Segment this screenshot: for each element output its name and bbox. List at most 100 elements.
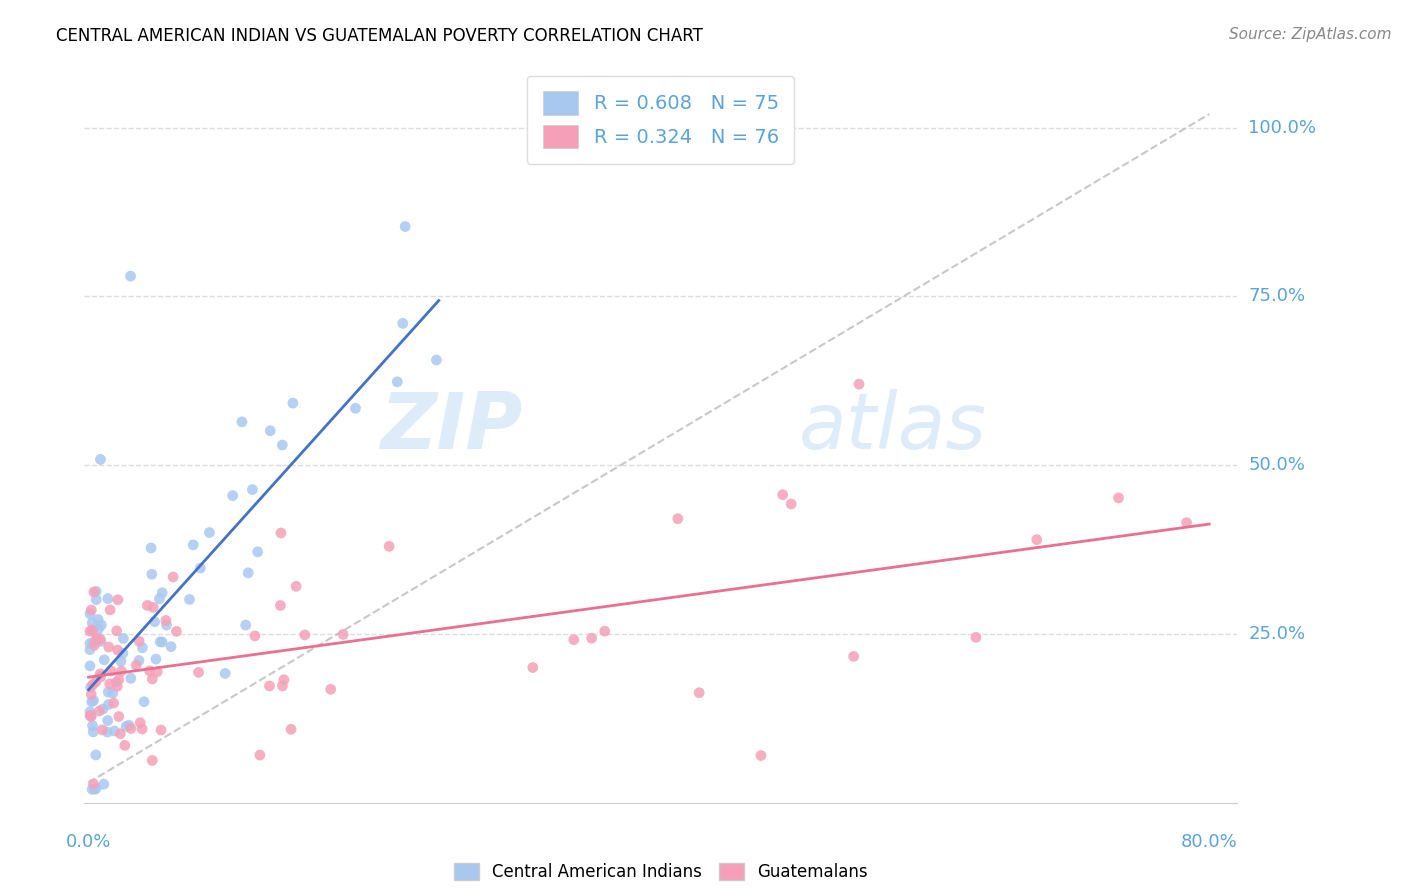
Point — [131, 640, 153, 655]
Point — [107, 709, 129, 723]
Point — [82, 718, 104, 732]
Point — [243, 629, 266, 643]
Point — [259, 424, 281, 438]
Point — [80, 623, 103, 637]
Point — [246, 545, 269, 559]
Point — [145, 652, 167, 666]
Point — [593, 624, 616, 639]
Point — [105, 675, 128, 690]
Point — [89, 704, 111, 718]
Text: atlas: atlas — [799, 389, 987, 465]
Point — [114, 739, 136, 753]
Point — [285, 579, 308, 593]
Point — [110, 727, 132, 741]
Point — [84, 781, 107, 796]
Point — [100, 664, 122, 678]
Text: 25.0%: 25.0% — [1249, 625, 1306, 643]
Text: ZIP: ZIP — [380, 389, 523, 465]
Point — [188, 561, 211, 575]
Point — [187, 665, 209, 680]
Point — [136, 599, 159, 613]
Point — [231, 415, 253, 429]
Point — [235, 618, 257, 632]
Point — [80, 709, 103, 723]
Point — [965, 631, 987, 645]
Point — [82, 678, 104, 692]
Point — [91, 723, 114, 737]
Point — [83, 777, 105, 791]
Point — [160, 640, 183, 654]
Point — [141, 754, 163, 768]
Point — [118, 718, 141, 732]
Point — [146, 665, 169, 679]
Point — [143, 615, 166, 629]
Point — [93, 653, 115, 667]
Point — [142, 600, 165, 615]
Point — [105, 679, 128, 693]
Point — [89, 452, 111, 467]
Point — [86, 632, 108, 647]
Point — [270, 526, 292, 541]
Point — [772, 488, 794, 502]
Point — [842, 649, 865, 664]
Point — [139, 541, 162, 555]
Text: 0.0%: 0.0% — [66, 833, 111, 851]
Point — [115, 719, 138, 733]
Point — [149, 635, 172, 649]
Point — [97, 714, 120, 728]
Point — [294, 628, 316, 642]
Point — [128, 634, 150, 648]
Point — [105, 624, 128, 638]
Point — [749, 748, 772, 763]
Point — [87, 613, 110, 627]
Point — [80, 680, 103, 694]
Point — [89, 632, 111, 647]
Point — [131, 722, 153, 736]
Point — [132, 695, 155, 709]
Point — [319, 682, 342, 697]
Point — [181, 538, 204, 552]
Point — [82, 624, 104, 638]
Legend: Central American Indians, Guatemalans: Central American Indians, Guatemalans — [446, 855, 876, 889]
Point — [90, 670, 112, 684]
Point — [1108, 491, 1130, 505]
Point — [214, 666, 236, 681]
Point — [378, 539, 401, 553]
Point — [281, 396, 304, 410]
Point — [83, 638, 105, 652]
Point — [238, 566, 260, 580]
Point — [97, 698, 120, 712]
Point — [111, 646, 134, 660]
Point — [271, 438, 294, 452]
Point — [141, 672, 163, 686]
Point — [80, 708, 103, 723]
Point — [1175, 516, 1198, 530]
Point — [89, 666, 111, 681]
Point — [141, 567, 163, 582]
Point — [581, 631, 603, 645]
Text: CENTRAL AMERICAN INDIAN VS GUATEMALAN POVERTY CORRELATION CHART: CENTRAL AMERICAN INDIAN VS GUATEMALAN PO… — [56, 27, 703, 45]
Point — [522, 660, 544, 674]
Point — [79, 659, 101, 673]
Point — [688, 686, 710, 700]
Point — [82, 725, 104, 739]
Point — [155, 618, 177, 632]
Point — [108, 673, 131, 687]
Text: Source: ZipAtlas.com: Source: ZipAtlas.com — [1229, 27, 1392, 42]
Point — [165, 624, 187, 639]
Point — [90, 618, 112, 632]
Point — [83, 693, 105, 707]
Point — [79, 708, 101, 723]
Point — [93, 777, 115, 791]
Point — [394, 219, 416, 234]
Point — [79, 642, 101, 657]
Text: 75.0%: 75.0% — [1249, 287, 1306, 305]
Point — [82, 635, 104, 649]
Point — [249, 747, 271, 762]
Point — [271, 679, 294, 693]
Point — [387, 375, 409, 389]
Point — [120, 269, 142, 284]
Point — [273, 673, 295, 687]
Point — [344, 401, 367, 416]
Point — [138, 664, 160, 678]
